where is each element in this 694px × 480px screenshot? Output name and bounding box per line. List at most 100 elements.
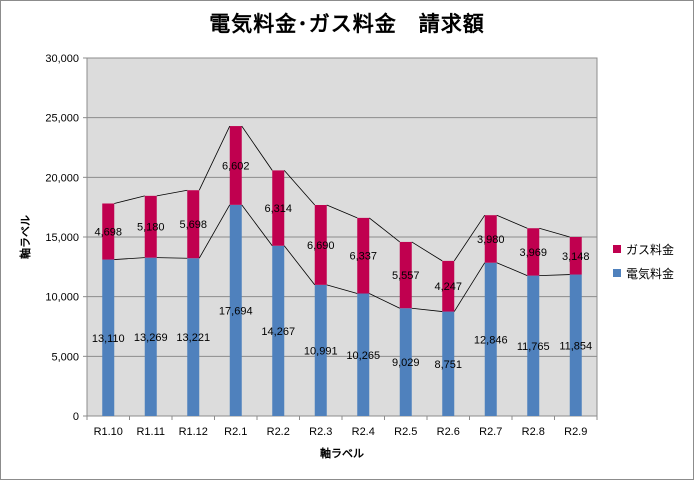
data-label-electric: 13,221 [176, 332, 210, 344]
data-label-gas: 6,690 [307, 240, 335, 252]
data-label-electric: 10,991 [304, 345, 338, 357]
data-label-electric: 10,265 [346, 350, 380, 362]
bar-electric [102, 259, 115, 416]
legend-swatch-electric [613, 269, 621, 277]
data-label-electric: 9,029 [392, 357, 420, 369]
y-tick-label: 0 [73, 411, 79, 423]
bar-electric [399, 308, 412, 416]
series-line-electric [156, 257, 188, 259]
bar-electric [144, 257, 157, 416]
bar-electric [187, 258, 200, 416]
data-label-electric: 13,269 [134, 332, 168, 344]
data-label-gas: 3,980 [477, 234, 505, 246]
series-line-electric [326, 284, 358, 294]
bar-gas [527, 228, 540, 276]
series-line-electric [369, 293, 400, 309]
data-label-electric: 17,694 [219, 305, 253, 317]
bar-electric [229, 204, 242, 416]
series-line-gas [198, 125, 231, 191]
data-label-electric: 8,751 [434, 359, 462, 371]
series-line-electric [114, 257, 145, 260]
data-label-gas: 5,698 [179, 219, 207, 231]
bar-electric [442, 311, 455, 416]
legend-label-electric: 電気料金 [626, 266, 675, 281]
x-tick-label: R2.8 [522, 426, 545, 438]
bar-gas [272, 170, 285, 246]
series-line-gas [539, 227, 570, 238]
series-line-gas [156, 189, 188, 197]
data-label-gas: 5,557 [392, 270, 420, 282]
series-line-electric [496, 262, 528, 276]
data-label-gas: 4,698 [94, 227, 122, 239]
x-tick-label: R2.3 [309, 426, 332, 438]
bar-gas [399, 241, 412, 309]
series-line-gas [326, 204, 358, 219]
x-tick-label: R2.7 [479, 426, 502, 438]
bar-gas [187, 190, 200, 259]
x-tick-label: R1.10 [94, 426, 123, 438]
data-label-electric: 12,846 [474, 334, 508, 346]
legend-swatch-gas [613, 245, 621, 253]
bar-gas [357, 217, 370, 294]
bar-gas [314, 205, 327, 285]
data-label-electric: 11,854 [559, 340, 592, 352]
data-label-gas: 3,148 [562, 251, 590, 263]
x-tick-label: R2.4 [352, 426, 375, 438]
data-label-electric: 14,267 [261, 326, 295, 338]
bar-electric [357, 293, 370, 416]
legend-label-gas: ガス料金 [626, 242, 675, 257]
bar-gas [484, 215, 497, 263]
series-line-electric [283, 245, 316, 286]
x-tick-label: R2.1 [224, 426, 247, 438]
bar-electric [314, 284, 327, 416]
series-line-gas [283, 170, 316, 206]
series-line-gas [496, 214, 528, 229]
x-tick-label: R2.2 [267, 426, 290, 438]
series-line-electric [539, 274, 570, 277]
data-label-gas: 4,247 [434, 281, 462, 293]
data-label-gas: 6,337 [349, 251, 377, 263]
series-line-gas [114, 195, 145, 204]
bar-gas [569, 236, 582, 275]
y-tick-label: 25,000 [45, 113, 79, 125]
series-line-gas [453, 214, 486, 262]
x-tick-label: R1.12 [179, 426, 208, 438]
x-tick-label: R2.9 [564, 426, 587, 438]
chart-title: 電気料金･ガス料金 請求額 [209, 12, 485, 36]
data-label-gas: 6,314 [264, 203, 292, 215]
y-tick-label: 10,000 [45, 292, 79, 304]
y-tick-label: 30,000 [45, 53, 79, 65]
legend-item-gas: ガス料金 [613, 237, 674, 261]
bar-electric [569, 274, 582, 416]
y-tick-label: 20,000 [45, 172, 79, 184]
bar-gas [442, 260, 455, 312]
data-label-gas: 6,602 [222, 160, 250, 172]
series-line-electric [198, 204, 231, 259]
bar-electric [484, 262, 497, 416]
bar-gas [144, 195, 157, 258]
bar-gas [229, 126, 242, 205]
data-label-gas: 3,969 [519, 247, 547, 259]
data-label-gas: 5,180 [137, 222, 165, 234]
series-line-gas [241, 125, 273, 171]
series-line-electric [411, 307, 443, 312]
bar-gas [102, 203, 115, 260]
series-line-gas [369, 217, 400, 243]
x-axis-title: 軸ラベル [320, 446, 364, 460]
data-label-electric: 13,110 [92, 333, 125, 345]
y-axis-title: 軸ラベル [18, 215, 32, 259]
legend: ガス料金 電気料金 [613, 237, 674, 285]
x-tick-label: R2.5 [394, 426, 417, 438]
series-line-gas [411, 241, 443, 262]
series-line-electric [453, 262, 486, 312]
data-label-electric: 11,765 [517, 341, 550, 353]
bar-electric [272, 245, 285, 416]
x-tick-label: R1.11 [136, 426, 165, 438]
y-tick-label: 5,000 [51, 351, 79, 363]
y-tick-label: 15,000 [45, 232, 79, 244]
series-line-electric [241, 204, 273, 246]
x-tick-label: R2.6 [437, 426, 460, 438]
legend-item-electric: 電気料金 [613, 261, 674, 285]
bar-electric [527, 275, 540, 416]
